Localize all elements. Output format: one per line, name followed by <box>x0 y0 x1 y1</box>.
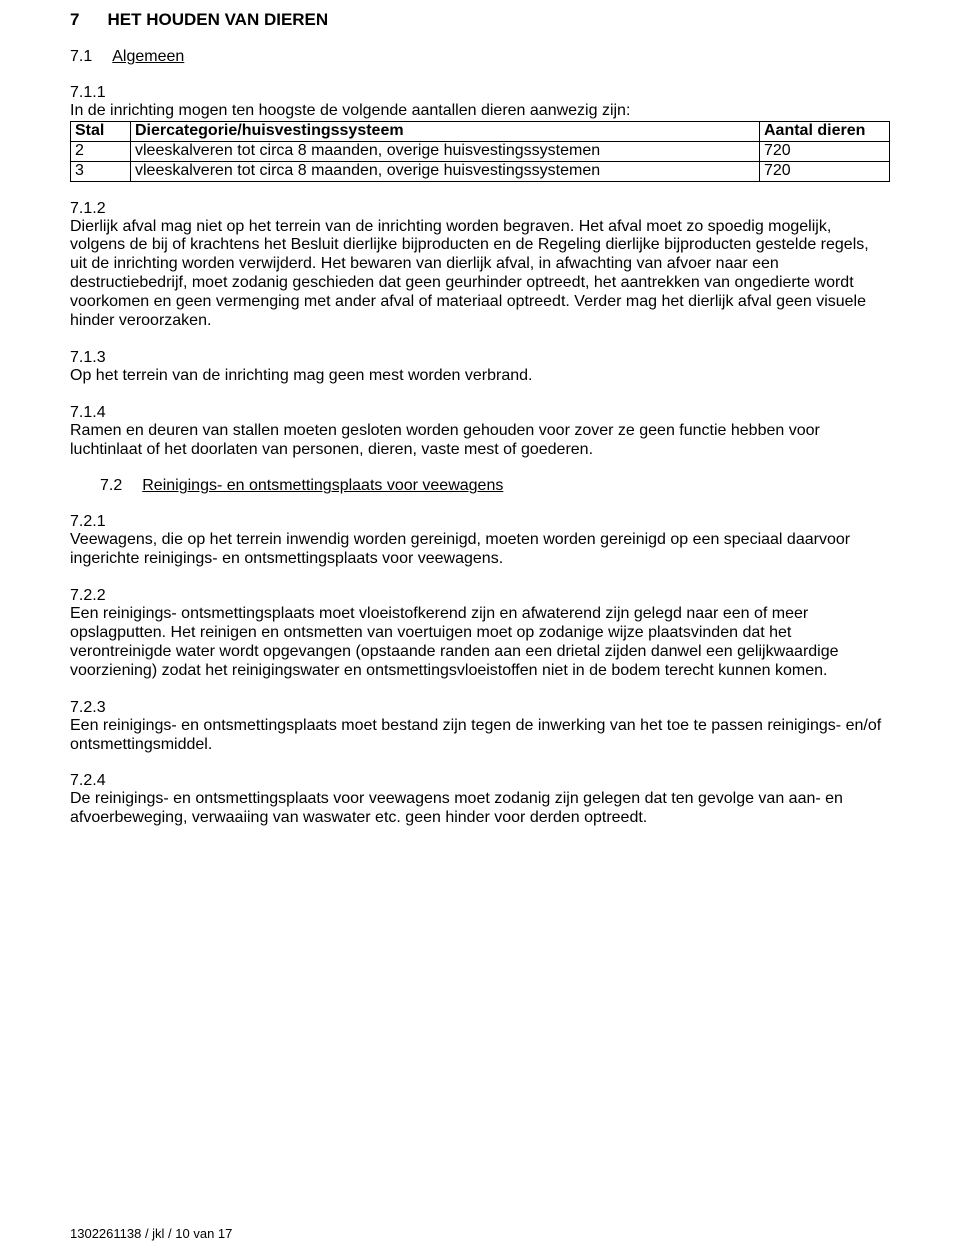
subsection-number-714: 7.1.4 <box>70 404 890 422</box>
table-row: 2 vleeskalveren tot circa 8 maanden, ove… <box>71 141 890 161</box>
para-712: Dierlijk afval mag niet op het terrein v… <box>70 218 890 331</box>
subsection-number-711: 7.1.1 <box>70 84 890 102</box>
cell-stal: 2 <box>71 141 131 161</box>
subsection-number-721: 7.2.1 <box>70 513 890 531</box>
th-category: Diercategorie/huisvestingssysteem <box>131 121 760 141</box>
subsection-number-713: 7.1.3 <box>70 349 890 367</box>
cell-stal: 3 <box>71 161 131 181</box>
th-amount: Aantal dieren <box>760 121 890 141</box>
section-heading-71: 7.1 Algemeen <box>70 48 890 66</box>
para-724: De reinigings- en ontsmettingsplaats voo… <box>70 790 890 828</box>
section-number: 7.2 <box>100 477 122 495</box>
chapter-title: 7 HET HOUDEN VAN DIEREN <box>70 10 890 30</box>
page-footer: 1302261138 / jkl / 10 van 17 <box>70 1226 232 1241</box>
para-722: Een reinigings- ontsmettingsplaats moet … <box>70 605 890 681</box>
para-723: Een reinigings- en ontsmettingsplaats mo… <box>70 717 890 755</box>
document-page: 7 HET HOUDEN VAN DIEREN 7.1 Algemeen 7.1.1… <box>0 0 960 1259</box>
subsection-number-723: 7.2.3 <box>70 699 890 717</box>
section-label: Reinigings- en ontsmettingsplaats voor v… <box>142 477 503 494</box>
para-713: Op het terrein van de inrichting mag gee… <box>70 367 890 386</box>
animals-table: Stal Diercategorie/huisvestingssysteem A… <box>70 121 890 182</box>
section-number: 7.1 <box>70 48 92 66</box>
cell-category: vleeskalveren tot circa 8 maanden, overi… <box>131 161 760 181</box>
cell-amount: 720 <box>760 141 890 161</box>
para-721: Veewagens, die op het terrein inwendig w… <box>70 531 890 569</box>
section-heading-72: 7.2 Reinigings- en ontsmettingsplaats voo… <box>100 477 890 495</box>
para-711-intro: In de inrichting mogen ten hoogste de vo… <box>70 102 890 121</box>
cell-category: vleeskalveren tot circa 8 maanden, overi… <box>131 141 760 161</box>
para-714: Ramen en deuren van stallen moeten geslo… <box>70 422 890 460</box>
table-header-row: Stal Diercategorie/huisvestingssysteem A… <box>71 121 890 141</box>
chapter-title-text: HET HOUDEN VAN DIEREN <box>107 10 328 29</box>
cell-amount: 720 <box>760 161 890 181</box>
th-stal: Stal <box>71 121 131 141</box>
subsection-number-722: 7.2.2 <box>70 587 890 605</box>
chapter-number: 7 <box>70 10 79 30</box>
section-label: Algemeen <box>112 48 184 65</box>
subsection-number-724: 7.2.4 <box>70 772 890 790</box>
table-row: 3 vleeskalveren tot circa 8 maanden, ove… <box>71 161 890 181</box>
subsection-number-712: 7.1.2 <box>70 200 890 218</box>
